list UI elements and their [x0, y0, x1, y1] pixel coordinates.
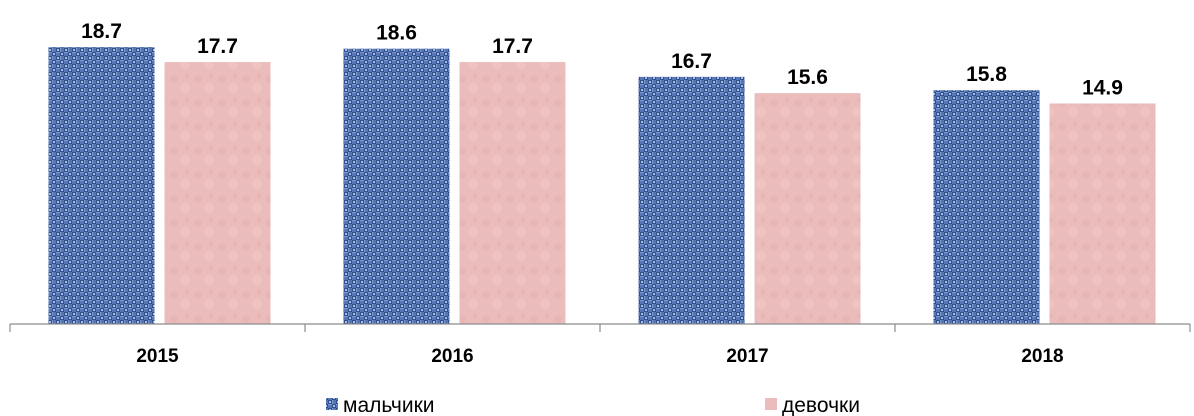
legend-swatch-boys	[326, 398, 338, 410]
value-label-boys-2017: 16.7	[671, 50, 712, 73]
bar-girls-2017	[754, 93, 861, 325]
value-label-girls-2015: 17.7	[197, 35, 238, 58]
value-label-boys-2015: 18.7	[81, 20, 122, 43]
value-label-girls-2016: 17.7	[492, 35, 533, 58]
plot-area: 18.7 17.7 18.6 17.7 16.7 15.6 15.8 14.9	[48, 20, 1156, 325]
value-label-boys-2018: 15.8	[966, 63, 1007, 86]
x-axis-labels: 2015 2016 2017 2018	[136, 346, 1063, 367]
x-axis-ticks	[9, 324, 1191, 332]
x-tick-label-2015: 2015	[136, 346, 179, 367]
bar-boys-2017	[638, 76, 745, 324]
legend-item-girls: девочки	[765, 394, 860, 416]
bar-boys-2016	[343, 48, 450, 324]
legend-item-boys: мальчики	[326, 394, 435, 416]
value-label-boys-2016: 18.6	[376, 22, 417, 45]
bar-girls-2015	[164, 62, 271, 324]
legend-label-boys: мальчики	[343, 394, 435, 416]
bar-girls-2016	[459, 62, 566, 324]
x-tick-label-2016: 2016	[431, 346, 473, 367]
bar-boys-2018	[933, 90, 1040, 324]
bar-girls-2018	[1049, 103, 1156, 324]
x-tick-label-2018: 2018	[1021, 346, 1063, 367]
x-tick-label-2017: 2017	[726, 346, 768, 367]
legend-label-girls: девочки	[782, 394, 860, 416]
bar-boys-2015	[48, 47, 155, 325]
legend-swatch-girls	[765, 398, 777, 410]
legend: мальчики девочки	[326, 394, 860, 416]
value-label-girls-2018: 14.9	[1082, 76, 1123, 99]
value-label-girls-2017: 15.6	[787, 66, 828, 89]
